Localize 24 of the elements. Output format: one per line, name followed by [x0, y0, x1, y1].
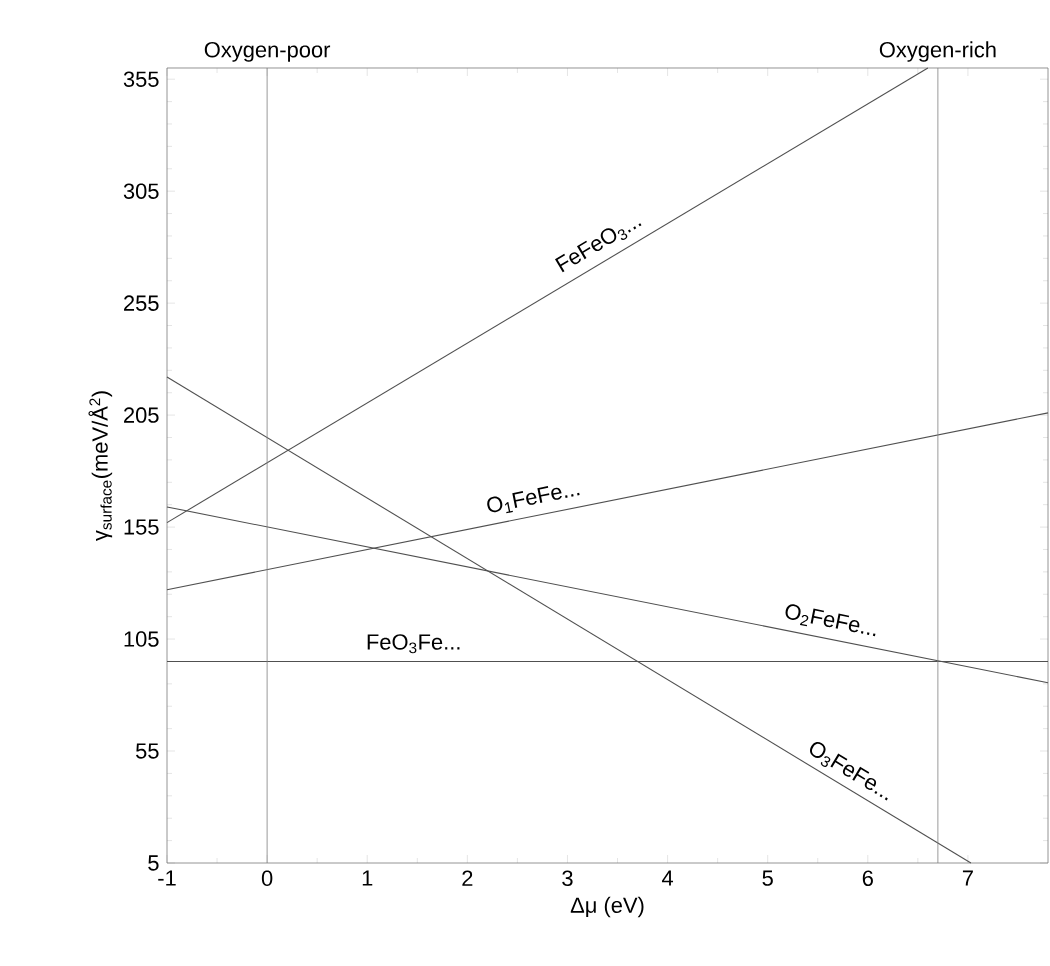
text: O$_{1}$FeFe... — [487, 486, 580, 514]
y-tick-label: 355 — [123, 71, 159, 87]
y-tick-label: 255 — [124, 295, 159, 311]
y-axis-title: γ$_{surface}$(meV/Å$^{2}$) — [88, 391, 113, 541]
y-tick-label: 5 — [148, 855, 159, 871]
x-tick-label: 5 — [762, 870, 773, 886]
x-tick-label: 3 — [562, 870, 573, 887]
x-tick-label: 6 — [862, 870, 873, 887]
y-tick-label: 305 — [123, 183, 159, 199]
x-tick-label: 1 — [362, 870, 373, 886]
ref-line-label: Oxygen-poor — [204, 41, 331, 62]
text: O$_{2}$FeFe... — [785, 604, 876, 637]
y-tick-label: 205 — [124, 407, 159, 423]
y-tick-label: 55 — [135, 743, 159, 759]
x-tick-label: -1 — [158, 870, 176, 886]
x-axis-title: Δμ (eV) — [570, 896, 644, 918]
x-tick-label: 2 — [462, 870, 473, 886]
y-tick-label: 155 — [124, 519, 159, 535]
y-tick-label: 105 — [124, 631, 159, 647]
series-label: FeO$_{3}$Fe... — [367, 634, 460, 654]
x-tick-label: 0 — [261, 870, 273, 887]
x-tick-label: 4 — [661, 870, 674, 886]
x-tick-label: 7 — [962, 870, 973, 886]
ref-line-label: Oxygen-rich — [879, 41, 996, 62]
